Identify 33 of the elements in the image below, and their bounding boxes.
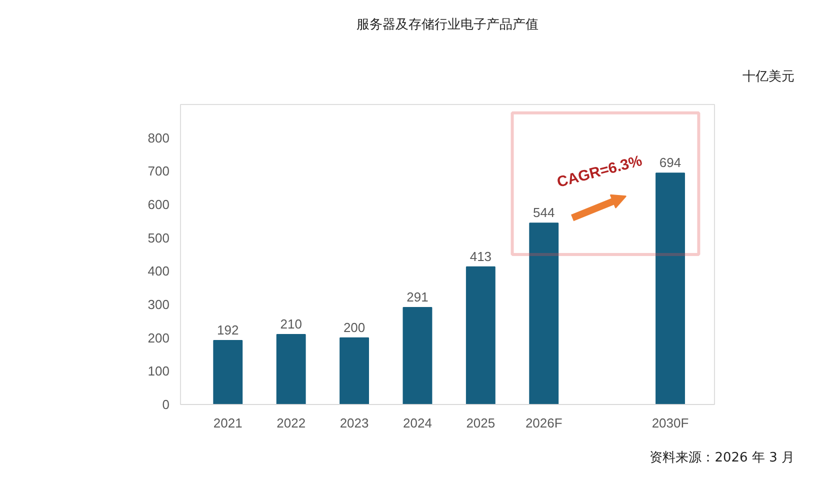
- x-tick-label: 2023: [340, 416, 369, 430]
- x-tick-label: 2030F: [652, 416, 689, 430]
- text: 资料来源：2026 年 3 月: [650, 450, 795, 466]
- x-tick-label: 2021: [213, 416, 242, 430]
- data-label: 544: [533, 205, 555, 220]
- text: 十亿美元: [742, 68, 794, 84]
- bar: [466, 266, 496, 404]
- bar: [340, 337, 370, 404]
- data-label: 291: [406, 290, 428, 304]
- y-tick-label: 800: [148, 130, 170, 146]
- y-tick-label: 300: [148, 297, 170, 312]
- data-label: 694: [659, 155, 682, 170]
- x-tick-label: 2024: [403, 416, 432, 430]
- y-tick-label: 700: [148, 164, 170, 179]
- y-tick-label: 100: [148, 364, 170, 379]
- y-tick-label: 600: [148, 197, 170, 212]
- data-label: 200: [343, 320, 366, 335]
- x-tick-label: 2022: [276, 416, 306, 430]
- y-tick-label: 500: [148, 230, 170, 246]
- y-tick-label: 400: [148, 264, 170, 279]
- bar: [276, 334, 306, 404]
- chart-title: 服务器及存储行业电子产品产值: [356, 18, 538, 32]
- data-label: 210: [280, 316, 302, 332]
- data-label: 192: [217, 322, 239, 338]
- x-tick-label: 2025: [466, 416, 496, 430]
- bar: [529, 222, 559, 404]
- data-label: 413: [470, 248, 492, 264]
- bar: [213, 340, 243, 404]
- y-tick-label: 0: [162, 397, 170, 412]
- bar: [656, 172, 685, 404]
- x-tick-label: 2026F: [525, 416, 562, 430]
- y-tick-label: 200: [148, 330, 170, 346]
- bar: [402, 307, 432, 404]
